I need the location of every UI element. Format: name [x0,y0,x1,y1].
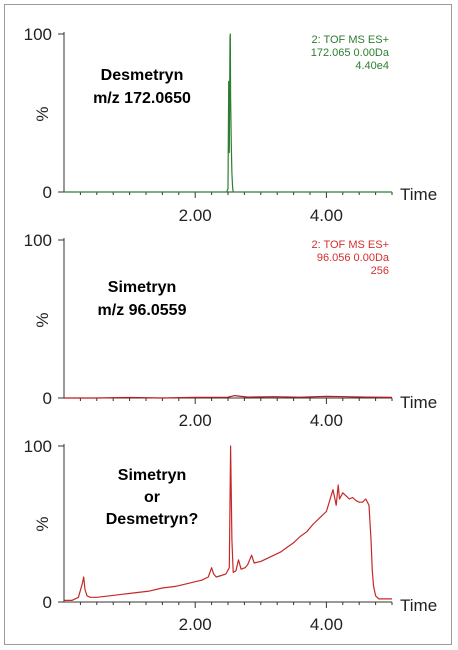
compound-annotation: Desmetryn [101,67,184,84]
compound-annotation: m/z 172.0650 [93,90,191,107]
compound-annotation: or [144,489,160,506]
chart-panel-1: 0 100 2.00 4.00% Time 2: TOF MS ES+172.065 0.… [24,25,438,225]
x-tick-label: 4.00 [310,411,343,430]
chart-panel-3: 0 100 2.00 4.00% Time Simetryn or Desmetryn? [24,437,438,634]
trace-header-line: 172.065 0.00Da [311,47,390,59]
trace-header-line: 4.40e4 [355,60,389,72]
y-tick-label: 0 [43,389,52,408]
y-tick-label: 100 [24,437,52,456]
y-tick-label: 100 [24,25,52,44]
compound-annotation: m/z 96.0559 [98,302,187,319]
trace-header-line: 2: TOF MS ES+ [311,239,389,251]
y-axis-title: % [33,516,52,531]
y-tick-label: 0 [43,183,52,202]
x-axis-title: Time [400,596,437,615]
figure-frame [4,4,452,645]
x-tick-label: 4.00 [310,615,343,634]
x-tick-label: 4.00 [310,206,343,225]
trace-header-line: 256 [371,265,389,277]
x-axis-title: Time [400,185,437,204]
trace-header-line: 96.056 0.00Da [317,252,390,264]
x-tick-label: 2.00 [179,615,212,634]
x-axis-title: Time [400,393,437,412]
trace-header-line: 2: TOF MS ES+ [311,34,389,46]
compound-annotation: Simetryn [118,467,186,484]
trace-line [64,395,393,399]
y-tick-label: 100 [24,231,52,250]
x-tick-label: 2.00 [179,206,212,225]
trace-line [64,33,392,193]
chart-panel-2: 0 100 2.00 4.00% Time 2: TOF MS ES+96.056 0.0… [24,231,438,430]
trace-line [64,445,392,602]
y-axis-title: % [33,312,52,327]
x-tick-label: 2.00 [179,411,212,430]
compound-annotation: Desmetryn? [106,511,198,528]
y-tick-label: 0 [43,593,52,612]
compound-annotation: Simetryn [108,279,176,296]
y-axis-title: % [33,106,52,121]
